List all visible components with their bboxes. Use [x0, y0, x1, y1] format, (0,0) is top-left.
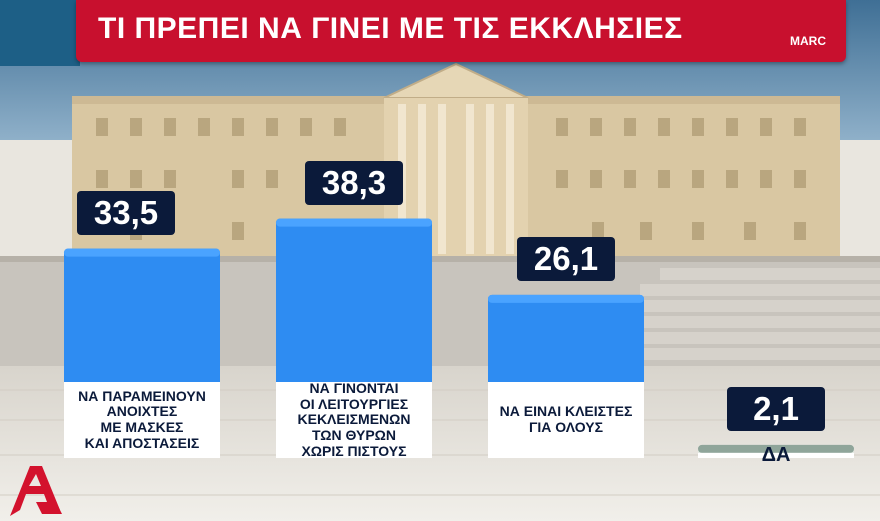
bar-label-bg-3	[488, 382, 644, 458]
category-label-line: ΝΑ ΕΙΝΑΙ ΚΛΕΙΣΤΕΣ	[499, 403, 633, 420]
category-label-line: ΑΝΟΙΧΤΕΣ	[106, 403, 178, 420]
bar-cap-1	[64, 248, 220, 257]
source-label: MARC	[790, 34, 826, 48]
value-label-4: 2,1	[727, 386, 825, 431]
category-label-2: ΝΑ ΓΙΝΟΝΤΑΙ ΟΙ ΛΕΙΤΟΥΡΓΙΕΣ ΚΕΚΛΕΙΣΜΕΝΩΝ ΤΩΝ…	[276, 379, 432, 459]
category-label-line: ΤΩΝ ΘΥΡΩΝ	[311, 426, 397, 443]
category-label-line: ΟΙ ΛΕΙΤΟΥΡΓΙΕΣ	[299, 395, 409, 412]
category-label-text-3: ΝΑ ΕΙΝΑΙ ΚΛΕΙΣΤΕΣ ΓΙΑ ΟΛΟΥΣ	[500, 404, 633, 435]
bar-cap-3	[488, 294, 644, 303]
category-label-text-2: ΝΑ ΓΙΝΟΝΤΑΙ ΟΙ ΛΕΙΤΟΥΡΓΙΕΣ ΚΕΚΛΕΙΣΜΕΝΩΝ ΤΩΝ…	[297, 379, 411, 459]
category-label-line: ΚΕΚΛΕΙΣΜΕΝΩΝ	[297, 411, 411, 428]
category-label-line: ΓΙΑ ΟΛΟΥΣ	[528, 419, 604, 435]
bar-label-bg-4	[698, 452, 854, 458]
category-label-text-1: ΝΑ ΠΑΡΑΜΕΙΝΟΥΝ ΑΝΟΙΧΤΕΣ ΜΕ ΜΑΣΚΕΣ ΚΑΙ ΑΠΟΣΤ…	[78, 387, 206, 452]
bar-cap-2	[276, 218, 432, 227]
category-label-line: ΔΑ	[761, 444, 791, 467]
category-label-1: ΝΑ ΠΑΡΑΜΕΙΝΟΥΝ ΑΝΟΙΧΤΕΣ ΜΕ ΜΑΣΚΕΣ ΚΑΙ ΑΠΟΣΤ…	[64, 382, 220, 458]
category-label-4: ΔΑ	[698, 444, 854, 466]
category-label-line: ΚΑΙ ΑΠΟΣΤΑΣΕΙΣ	[84, 434, 200, 451]
category-label-line: ΧΩΡΙΣ ΠΙΣΤΟΥΣ	[301, 442, 407, 459]
alpha-logo-icon	[10, 466, 62, 516]
category-label-line: ΜΕ ΜΑΣΚΕΣ	[100, 419, 184, 435]
value-label-3: 26,1	[517, 236, 615, 281]
category-label-3: ΝΑ ΕΙΝΑΙ ΚΛΕΙΣΤΕΣ ΓΙΑ ΟΛΟΥΣ	[488, 382, 644, 458]
bar-cap-4	[698, 444, 854, 453]
category-label-text-4: ΔΑ	[762, 444, 791, 466]
category-label-line: ΝΑ ΠΑΡΑΜΕΙΝΟΥΝ	[78, 387, 206, 404]
category-label-line: ΝΑ ΓΙΝΟΝΤΑΙ	[309, 379, 399, 396]
chart-title: ΤΙ ΠΡΕΠΕΙ ΝΑ ΓΙΝΕΙ ΜΕ ΤΙΣ ΕΚΚΛΗΣΙΕΣ	[98, 12, 683, 45]
value-label-2: 38,3	[305, 160, 403, 205]
bar-label-bg-2	[276, 382, 432, 458]
bar-label-bg-1	[64, 382, 220, 458]
title-band	[76, 0, 846, 62]
value-label-1: 33,5	[77, 190, 175, 235]
